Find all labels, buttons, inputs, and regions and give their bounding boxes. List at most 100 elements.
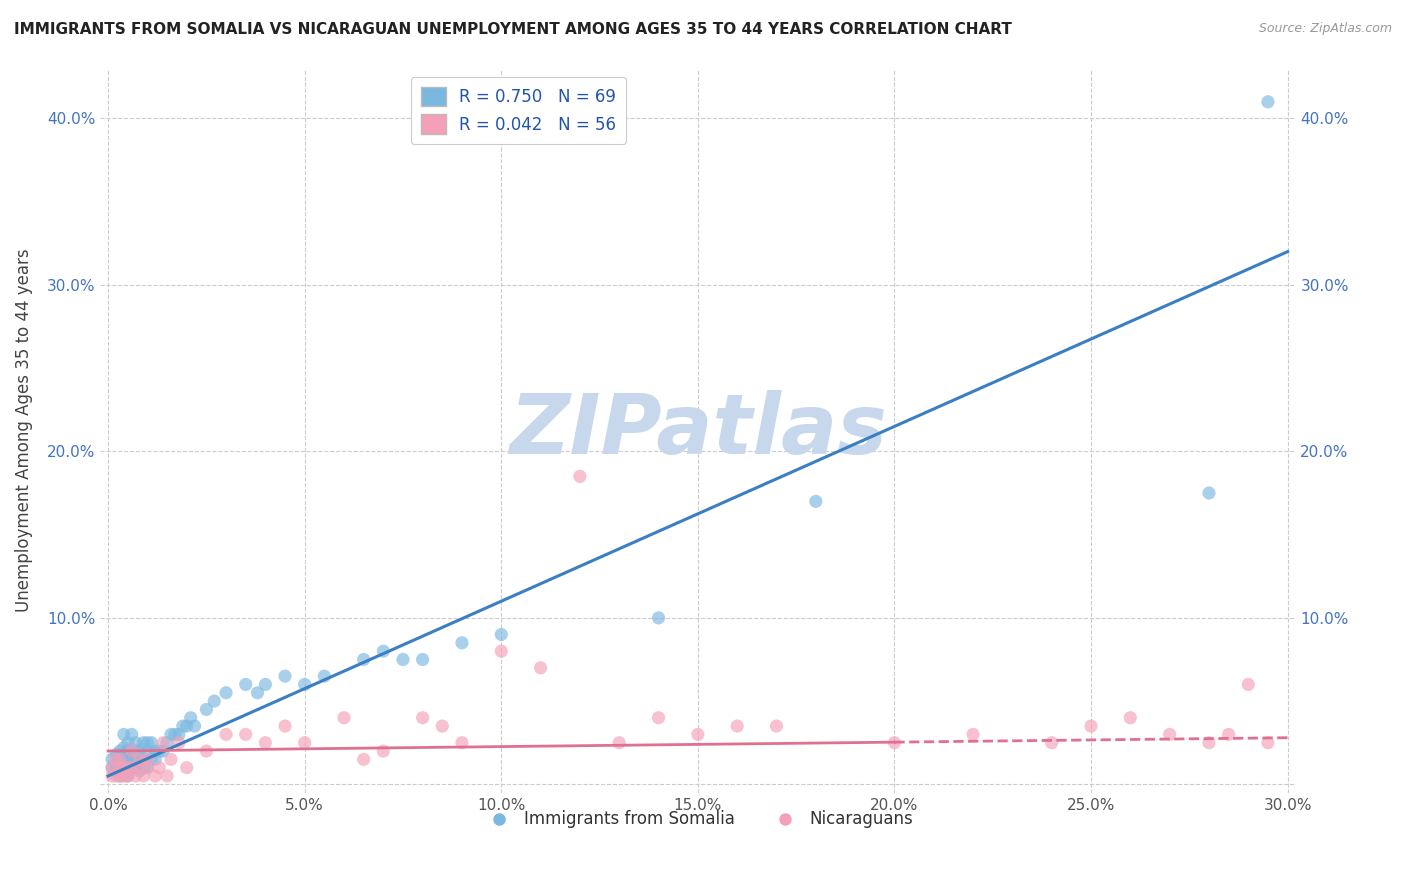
Point [136, 736, 159, 750]
Point [294, 736, 316, 750]
Point [112, 727, 135, 741]
Point [128, 764, 150, 778]
Point [274, 669, 297, 683]
Point [117, 769, 139, 783]
Point [172, 719, 194, 733]
Point [152, 744, 174, 758]
Point [132, 752, 155, 766]
Point [121, 727, 143, 741]
Point [104, 747, 127, 762]
Point [121, 744, 143, 758]
Point [136, 761, 159, 775]
Point [686, 727, 709, 741]
Point [121, 761, 143, 775]
Point [112, 764, 135, 778]
Point [274, 719, 297, 733]
Point [647, 611, 669, 625]
Point [373, 644, 395, 658]
Point [112, 769, 135, 783]
Point [160, 727, 183, 741]
Point [152, 736, 174, 750]
Point [128, 752, 150, 766]
Point [117, 761, 139, 775]
Point [215, 686, 238, 700]
Point [373, 744, 395, 758]
Point [1159, 727, 1181, 741]
Point [765, 719, 787, 733]
Point [136, 752, 159, 766]
Point [353, 752, 375, 766]
Point [108, 761, 131, 775]
Point [529, 661, 551, 675]
Point [117, 752, 139, 766]
Point [254, 677, 277, 691]
Point [167, 727, 190, 741]
Text: Source: ZipAtlas.com: Source: ZipAtlas.com [1258, 22, 1392, 36]
Point [1080, 719, 1102, 733]
Point [1218, 727, 1240, 741]
Point [333, 711, 356, 725]
Point [128, 761, 150, 775]
Point [353, 652, 375, 666]
Point [148, 761, 170, 775]
Point [1198, 736, 1220, 750]
Point [124, 736, 146, 750]
Point [108, 752, 131, 766]
Point [132, 736, 155, 750]
Point [141, 752, 163, 766]
Point [883, 736, 905, 750]
Point [180, 711, 202, 725]
Point [962, 727, 984, 741]
Point [607, 736, 630, 750]
Point [121, 761, 143, 775]
Point [112, 761, 135, 775]
Point [101, 761, 124, 775]
Point [1257, 736, 1279, 750]
Point [128, 752, 150, 766]
Point [108, 769, 131, 783]
Point [101, 761, 124, 775]
Point [132, 769, 155, 783]
Point [124, 761, 146, 775]
Legend: Immigrants from Somalia, Nicaraguans: Immigrants from Somalia, Nicaraguans [475, 804, 920, 835]
Point [1040, 736, 1063, 750]
Point [136, 744, 159, 758]
Text: IMMIGRANTS FROM SOMALIA VS NICARAGUAN UNEMPLOYMENT AMONG AGES 35 TO 44 YEARS COR: IMMIGRANTS FROM SOMALIA VS NICARAGUAN UN… [14, 22, 1012, 37]
Point [121, 744, 143, 758]
Point [117, 761, 139, 775]
Point [254, 736, 277, 750]
Point [112, 747, 135, 762]
Point [163, 727, 186, 741]
Point [235, 727, 257, 741]
Point [148, 744, 170, 758]
Point [108, 769, 131, 783]
Point [143, 752, 166, 766]
Point [1237, 677, 1260, 691]
Point [491, 644, 513, 658]
Text: ZIPatlas: ZIPatlas [509, 390, 887, 471]
Point [124, 744, 146, 758]
Point [112, 740, 135, 755]
Point [235, 677, 257, 691]
Point [167, 736, 190, 750]
Point [124, 769, 146, 783]
Point [104, 764, 127, 778]
Point [412, 652, 434, 666]
Point [143, 744, 166, 758]
Point [160, 752, 183, 766]
Point [294, 677, 316, 691]
Point [176, 719, 198, 733]
Point [725, 719, 748, 733]
Point [101, 752, 124, 766]
Point [568, 469, 591, 483]
Point [202, 694, 225, 708]
Point [1119, 711, 1142, 725]
Point [314, 669, 336, 683]
Point [121, 752, 143, 766]
Point [491, 627, 513, 641]
Point [176, 761, 198, 775]
Point [183, 719, 205, 733]
Point [804, 494, 827, 508]
Point [143, 769, 166, 783]
Point [117, 744, 139, 758]
